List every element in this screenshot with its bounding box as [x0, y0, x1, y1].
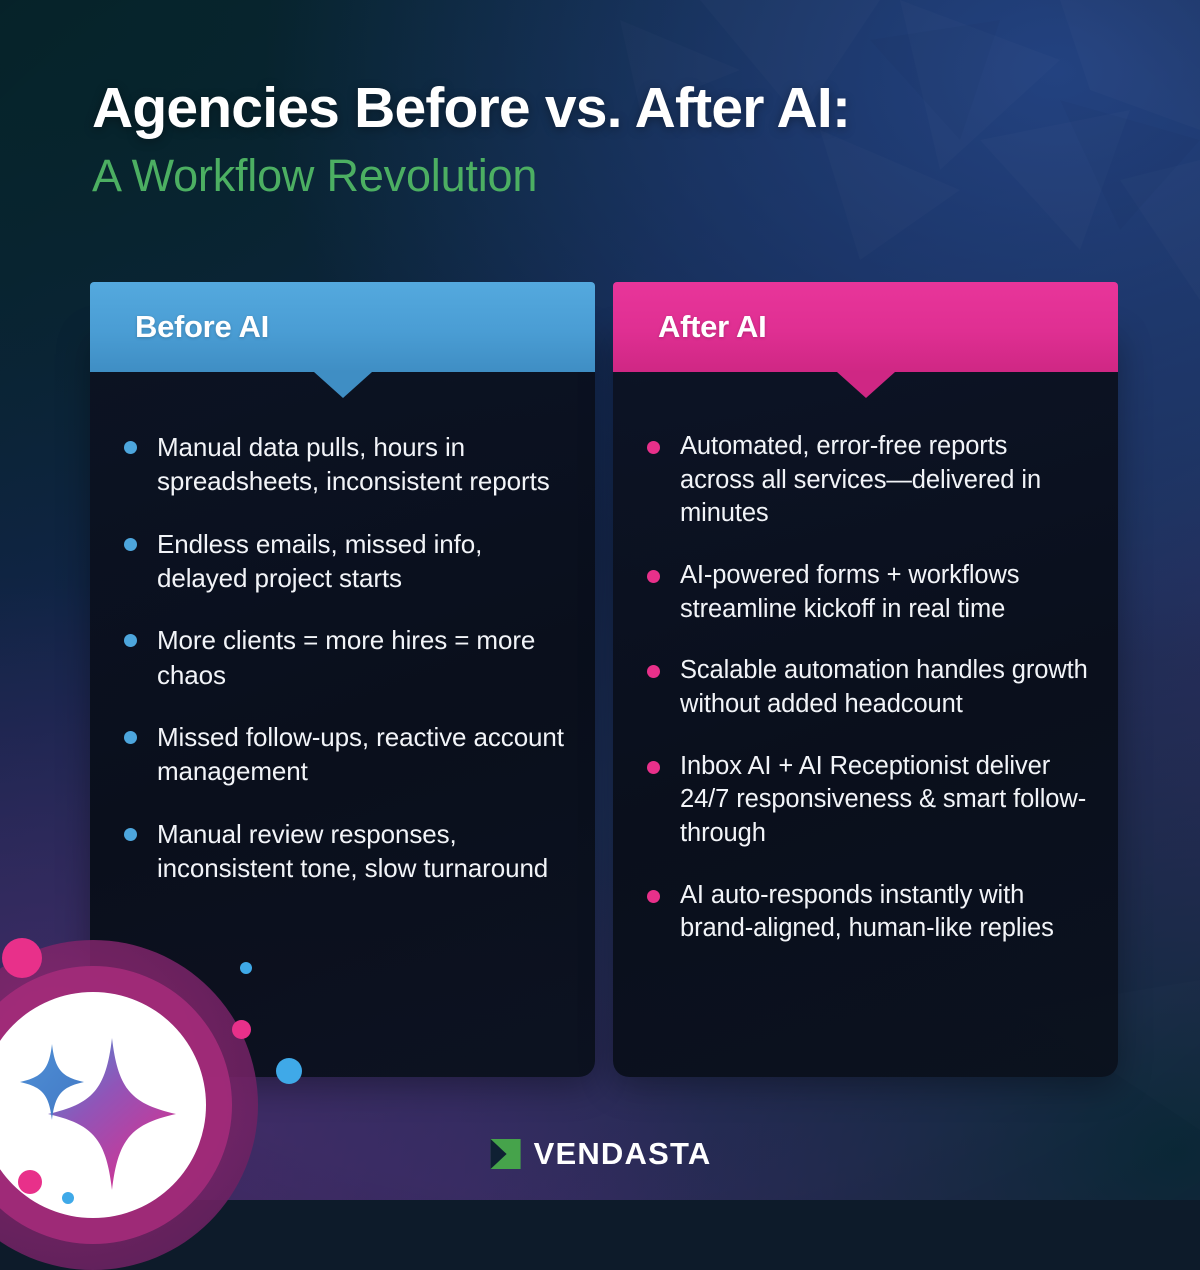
list-item: Inbox AI + AI Receptionist deliver 24/7 … — [647, 750, 1088, 851]
bullet-list-after: Automated, error-free reports across all… — [613, 430, 1118, 946]
card-before-ai — [90, 328, 595, 1077]
list-item-text: AI-powered forms + workflows streamline … — [680, 560, 1020, 623]
card-after-ai — [613, 328, 1118, 1077]
list-item-text: Manual review responses, inconsistent to… — [157, 818, 549, 883]
list-item-text: Scalable automation handles growth witho… — [680, 656, 1088, 718]
bullet-dot-icon — [124, 537, 137, 551]
decor-dot — [240, 962, 252, 974]
decor-dot — [18, 1170, 42, 1194]
header-after-ai[interactable]: After AI — [613, 282, 1118, 372]
decor-dot — [276, 1058, 302, 1084]
list-item-text: More clients = more hires = more chaos — [157, 625, 536, 690]
bullet-dot-icon — [124, 827, 137, 841]
decor-dot — [2, 938, 42, 978]
header-after-ai-label: After AI — [658, 309, 767, 344]
list-item: Automated, error-free reports across all… — [647, 430, 1088, 531]
column-before-ai: Before AI Manual data pulls, hours in sp… — [90, 282, 595, 1077]
decor-dot — [232, 1020, 251, 1039]
list-item-text: AI auto-responds instantly with brand-al… — [680, 880, 1054, 943]
header-notch-before — [313, 372, 372, 398]
list-item-text: Manual data pulls, hours in spreadsheets… — [157, 432, 550, 497]
vendasta-wordmark: VENDASTA — [533, 1136, 712, 1171]
list-item-text: Endless emails, missed info, delayed pro… — [157, 528, 483, 593]
list-item: AI-powered forms + workflows streamline … — [647, 559, 1088, 626]
column-after-ai: After AI Automated, error-free reports a… — [613, 282, 1118, 1077]
bullet-dot-icon — [647, 889, 660, 903]
ai-sparkle-badge — [0, 940, 258, 1270]
list-item-text: Inbox AI + AI Receptionist deliver 24/7 … — [680, 751, 1087, 847]
bullet-dot-icon — [124, 441, 137, 454]
bullet-dot-icon — [124, 730, 137, 744]
header-notch-after — [836, 372, 895, 398]
bullet-dot-icon — [124, 634, 137, 648]
list-item: More clients = more hires = more chaos — [124, 623, 565, 692]
list-item: Endless emails, missed info, delayed pro… — [124, 527, 565, 596]
decor-dot — [62, 1192, 74, 1204]
comparison-columns: Before AI Manual data pulls, hours in sp… — [90, 282, 1118, 1077]
title-main-line: Agencies Before vs. After AI: — [92, 76, 851, 140]
list-item: Scalable automation handles growth witho… — [647, 654, 1088, 721]
header-before-ai-label: Before AI — [135, 309, 269, 344]
list-item: Manual data pulls, hours in spreadsheets… — [124, 430, 565, 499]
list-item-text: Automated, error-free reports across all… — [680, 432, 1042, 528]
list-item: AI auto-responds instantly with brand-al… — [647, 879, 1088, 946]
ai-sparkle-icon — [20, 1038, 176, 1190]
bullet-dot-icon — [647, 569, 660, 583]
list-item: Manual review responses, inconsistent to… — [124, 817, 565, 886]
title-subtitle-line: A Workflow Revolution — [92, 150, 538, 202]
list-item-text: Missed follow-ups, reactive account mana… — [157, 721, 564, 787]
list-item: Missed follow-ups, reactive account mana… — [124, 720, 565, 789]
header-before-ai[interactable]: Before AI — [90, 282, 595, 372]
bullet-list-before: Manual data pulls, hours in spreadsheets… — [90, 430, 595, 885]
bullet-dot-icon — [647, 665, 660, 679]
bullet-dot-icon — [647, 760, 660, 774]
page-title: Agencies Before vs. After AI: A Workflow… — [92, 78, 1112, 202]
vendasta-mark-icon — [490, 1139, 521, 1169]
vendasta-logo: VENDASTA — [489, 1136, 712, 1172]
bullet-dot-icon — [647, 441, 660, 454]
